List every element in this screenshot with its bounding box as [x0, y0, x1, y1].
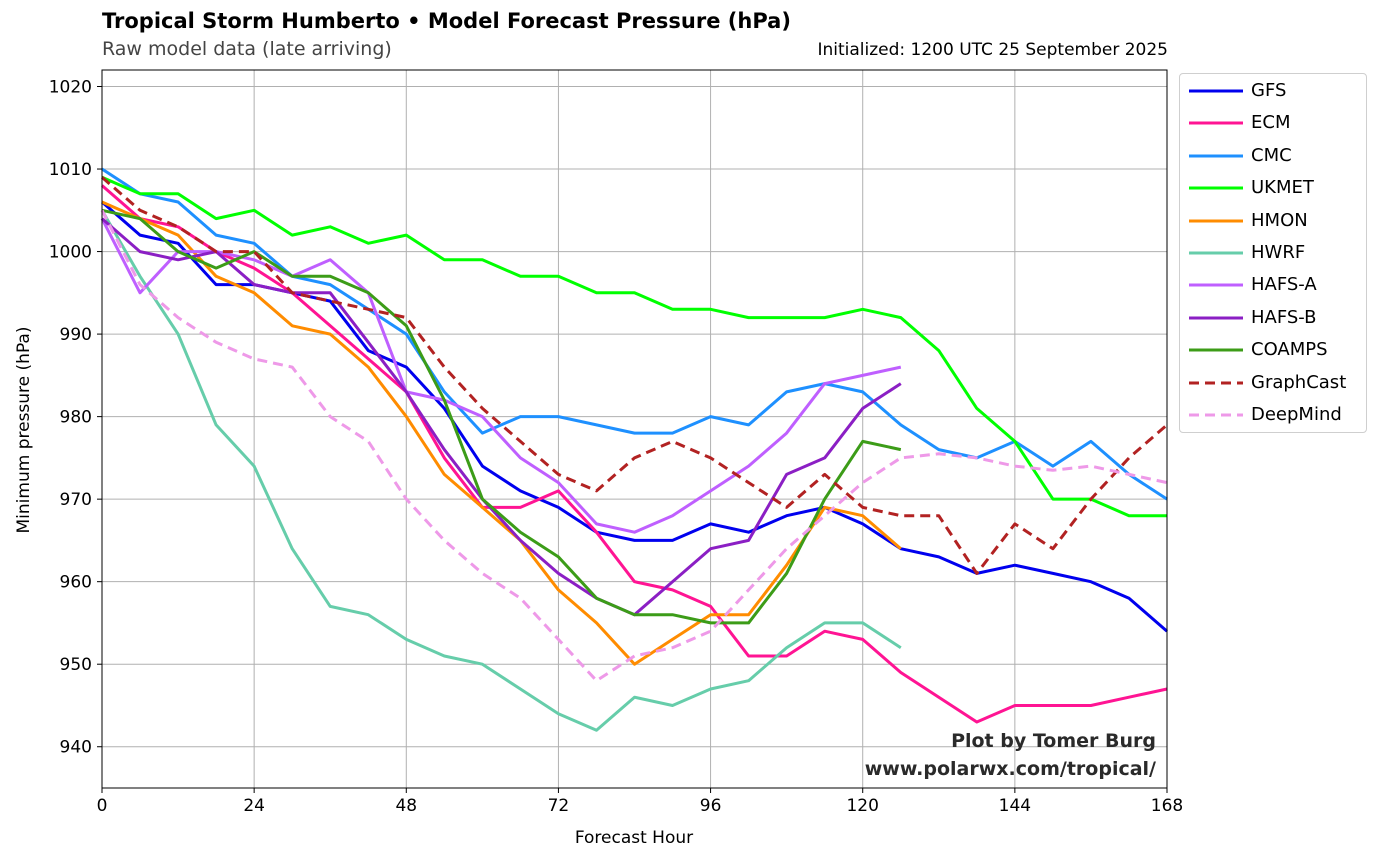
legend-swatch [1189, 186, 1243, 190]
x-axis-label: Forecast Hour [575, 828, 693, 848]
plot-frame [101, 69, 1168, 789]
x-tick-label: 144 [999, 796, 1031, 816]
x-tick-label: 0 [97, 796, 108, 816]
legend-item-cmc: CMC [1180, 140, 1366, 172]
legend-label: COAMPS [1251, 339, 1328, 361]
legend-swatch [1189, 381, 1243, 385]
series-line-hwrf [100, 209, 902, 732]
y-tick-label: 1020 [49, 78, 92, 98]
series-line-hmon [101, 200, 902, 666]
legend-item-hmon: HMON [1180, 205, 1366, 237]
y-tick-label: 950 [60, 655, 92, 675]
legend-item-hwrf: HWRF [1180, 237, 1366, 269]
x-tick-label: 24 [243, 796, 265, 816]
credit-author: Plot by Tomer Burg [951, 730, 1156, 752]
series-line-hafs-a [100, 217, 902, 534]
y-tick-label: 1010 [49, 160, 92, 180]
y-tick-label: 960 [60, 573, 92, 593]
legend-item-hafs-b: HAFS-B [1180, 302, 1366, 334]
legend-item-hafs-a: HAFS-A [1180, 269, 1366, 301]
y-tick-label: 970 [60, 490, 92, 510]
legend-swatch [1189, 413, 1243, 417]
series-line-ukmet [101, 175, 1167, 518]
legend-item-ukmet: UKMET [1180, 172, 1366, 204]
legend-swatch [1189, 316, 1243, 320]
legend-label: GFS [1251, 80, 1287, 101]
x-tick-label: 48 [395, 796, 417, 816]
legend-swatch [1189, 348, 1243, 352]
legend-swatch [1189, 251, 1243, 255]
series-line-hafs-b [101, 217, 902, 617]
initialized-time: Initialized: 1200 UTC 25 September 2025 [817, 40, 1168, 60]
chart-subtitle: Raw model data (late arriving) [102, 38, 392, 60]
y-tick-label: 980 [60, 408, 92, 428]
x-tick-label: 96 [700, 796, 722, 816]
x-tick-label: 120 [846, 796, 878, 816]
legend-label: HAFS-A [1251, 274, 1317, 296]
legend-swatch [1189, 89, 1243, 93]
legend-item-ecm: ECM [1180, 107, 1366, 139]
legend-swatch [1189, 219, 1243, 223]
series-line-ecm [101, 184, 1168, 724]
legend-swatch [1189, 121, 1243, 125]
legend-item-gfs: GFS [1180, 75, 1366, 107]
legend-label: HAFS-B [1251, 306, 1317, 328]
y-axis-label: Minimum pressure (hPa) [14, 327, 34, 534]
grid-lines [101, 70, 1168, 788]
legend-label: GraphCast [1251, 371, 1347, 393]
series-line-cmc [101, 167, 1168, 501]
legend-swatch [1189, 154, 1243, 158]
y-tick-label: 990 [60, 325, 92, 345]
x-tick-label: 72 [548, 796, 570, 816]
y-tick-label: 1000 [49, 243, 92, 263]
credit-url: www.polarwx.com/tropical/ [864, 758, 1156, 780]
chart-title: Tropical Storm Humberto • Model Forecast… [102, 9, 791, 33]
series-line-deepmind [100, 209, 1168, 683]
legend-label: DeepMind [1251, 404, 1342, 425]
y-tick-label: 940 [60, 738, 92, 758]
x-tick-label: 168 [1151, 796, 1183, 816]
legend-label: HMON [1251, 209, 1308, 231]
legend-swatch [1189, 283, 1243, 287]
legend-label: CMC [1251, 144, 1292, 166]
legend-label: ECM [1251, 112, 1291, 134]
legend-item-coamps: COAMPS [1180, 334, 1366, 366]
series-line-graphcast [101, 176, 1168, 575]
legend-item-graphcast: GraphCast [1180, 367, 1366, 399]
axis-ticks: 0 24 48 72 96 120 144 168 940 950 960 970 980 990 1000… [49, 78, 1183, 816]
series-line-coamps [101, 208, 902, 625]
legend-label: UKMET [1251, 177, 1314, 199]
series-lines [100, 167, 1168, 732]
legend-item-deepmind: DeepMind [1180, 399, 1366, 431]
legend: GFS ECM CMC UKMET HMON HWRF HAFS-A HAFS-B COAMPS… [1179, 73, 1367, 433]
legend-label: HWRF [1251, 242, 1306, 263]
